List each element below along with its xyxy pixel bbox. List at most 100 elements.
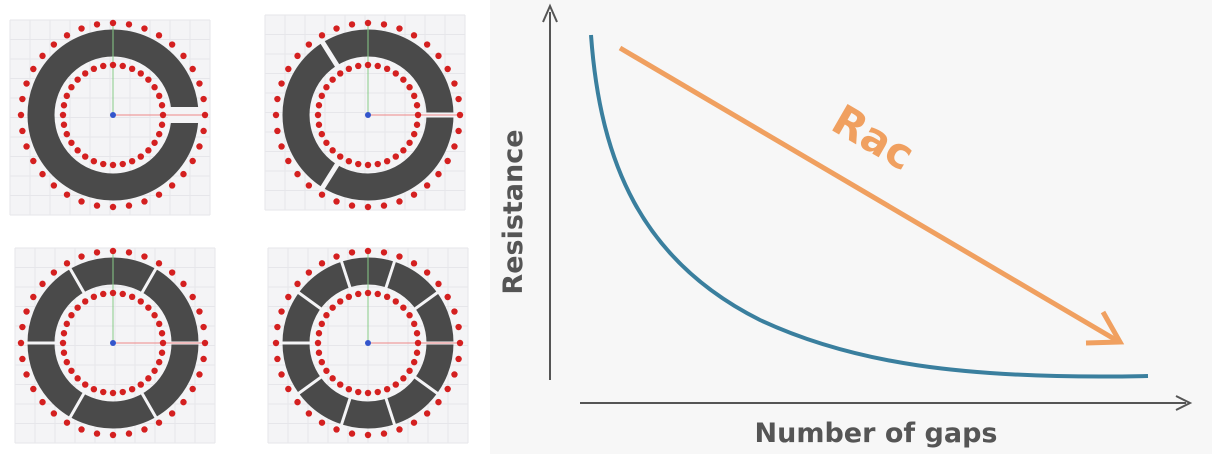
conductor-dot bbox=[400, 304, 406, 310]
conductor-dot bbox=[451, 308, 457, 314]
conductor-dot bbox=[365, 432, 371, 438]
conductor-dot bbox=[329, 147, 335, 153]
conductor-dot bbox=[384, 66, 390, 72]
conductor-dot bbox=[145, 76, 151, 82]
conductor-dot bbox=[365, 204, 371, 210]
conductor-dot bbox=[169, 410, 175, 416]
conductor-dot bbox=[306, 269, 312, 275]
conductor-dot bbox=[60, 340, 66, 346]
conductor-dot bbox=[381, 430, 387, 436]
conductor-dot bbox=[278, 143, 284, 149]
conductor-dot bbox=[156, 321, 162, 327]
conductor-dot bbox=[68, 368, 74, 374]
x-axis-label: Number of gaps bbox=[755, 418, 998, 449]
conductor-dot bbox=[349, 202, 355, 208]
conductor-dot bbox=[316, 350, 322, 356]
ring-panel bbox=[268, 248, 468, 443]
conductor-dot bbox=[411, 419, 417, 425]
conductor-dot bbox=[145, 147, 151, 153]
conductor-dot bbox=[138, 153, 144, 159]
conductor-dot bbox=[74, 76, 80, 82]
conductor-dot bbox=[196, 371, 202, 377]
conductor-dot bbox=[94, 249, 100, 255]
conductor-dot bbox=[74, 147, 80, 153]
conductor-dot bbox=[411, 32, 417, 38]
conductor-dot bbox=[315, 340, 321, 346]
conductor-dot bbox=[39, 281, 45, 287]
conductor-dot bbox=[100, 161, 106, 167]
conductor-dot bbox=[393, 381, 399, 387]
conductor-dot bbox=[365, 390, 371, 396]
conductor-dot bbox=[82, 381, 88, 387]
conductor-dot bbox=[451, 371, 457, 377]
conductor-dot bbox=[51, 41, 57, 47]
conductor-dot bbox=[346, 66, 352, 72]
conductor-dot bbox=[94, 430, 100, 436]
conductor-dot bbox=[51, 182, 57, 188]
conductor-dot bbox=[384, 386, 390, 392]
conductor-dot bbox=[278, 80, 284, 86]
conductor-dot bbox=[160, 112, 166, 118]
conductor-dot bbox=[180, 281, 186, 287]
conductor-dot bbox=[414, 350, 420, 356]
conductor-dot bbox=[202, 112, 208, 118]
conductor-dot bbox=[274, 356, 280, 362]
conductor-dot bbox=[30, 66, 36, 72]
conductor-dot bbox=[411, 260, 417, 266]
conductor-dot bbox=[424, 269, 430, 275]
conductor-dot bbox=[100, 63, 106, 69]
conductor-dot bbox=[100, 291, 106, 297]
conductor-dot bbox=[126, 430, 132, 436]
conductor-dot bbox=[365, 62, 371, 68]
conductor-dot bbox=[64, 260, 70, 266]
conductor-dot bbox=[94, 21, 100, 27]
conductor-dot bbox=[365, 20, 371, 26]
conductor-dot bbox=[319, 131, 325, 137]
conductor-dot bbox=[189, 66, 195, 72]
conductor-dot bbox=[126, 249, 132, 255]
conductor-dot bbox=[400, 76, 406, 82]
conductor-dot bbox=[285, 158, 291, 164]
conductor-dot bbox=[169, 41, 175, 47]
ring-panel bbox=[15, 248, 215, 443]
conductor-dot bbox=[294, 281, 300, 287]
conductor-dot bbox=[278, 308, 284, 314]
conductor-dot bbox=[82, 70, 88, 76]
conductor-dot bbox=[74, 304, 80, 310]
conductor-dot bbox=[156, 32, 162, 38]
conductor-dot bbox=[189, 294, 195, 300]
conductor-dot bbox=[393, 153, 399, 159]
conductor-dot bbox=[78, 426, 84, 432]
conductor-dot bbox=[64, 32, 70, 38]
conductor-dot bbox=[274, 128, 280, 134]
conductor-dot bbox=[78, 198, 84, 204]
conductor-dot bbox=[156, 93, 162, 99]
conductor-dot bbox=[278, 371, 284, 377]
conductor-dot bbox=[61, 102, 67, 108]
conductor-dot bbox=[129, 66, 135, 72]
conductor-dot bbox=[180, 399, 186, 405]
conductor-dot bbox=[365, 290, 371, 296]
conductor-dot bbox=[23, 308, 29, 314]
conductor-dot bbox=[30, 158, 36, 164]
conductor-dot bbox=[415, 340, 421, 346]
conductor-dot bbox=[306, 182, 312, 188]
conductor-dot bbox=[160, 340, 166, 346]
conductor-dot bbox=[19, 96, 25, 102]
conductor-dot bbox=[110, 62, 116, 68]
conductor-dot bbox=[346, 158, 352, 164]
conductor-dot bbox=[319, 32, 325, 38]
conductor-dot bbox=[375, 63, 381, 69]
conductor-dot bbox=[400, 147, 406, 153]
conductor-dot bbox=[414, 330, 420, 336]
conductor-dot bbox=[384, 294, 390, 300]
conductor-dot bbox=[349, 430, 355, 436]
conductor-dot bbox=[349, 21, 355, 27]
conductor-dot bbox=[455, 128, 461, 134]
conductor-dot bbox=[411, 359, 417, 365]
conductor-dot bbox=[457, 340, 463, 346]
conductor-dot bbox=[64, 321, 70, 327]
conductor-dot bbox=[316, 330, 322, 336]
conductor-dot bbox=[319, 93, 325, 99]
ring-panel bbox=[265, 15, 465, 210]
